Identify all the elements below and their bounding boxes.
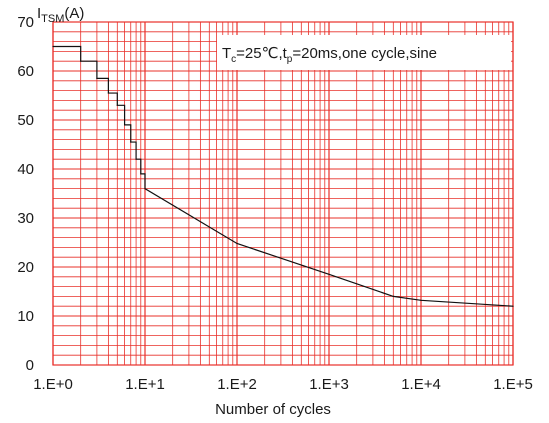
data-point	[140, 173, 142, 175]
annotation-box	[217, 35, 511, 70]
data-point	[512, 305, 514, 307]
y-tick-label: 10	[17, 308, 34, 325]
data-point	[52, 45, 54, 48]
y-tick-label: 40	[17, 161, 34, 178]
y-tick-label: 30	[17, 210, 34, 227]
x-axis-label: Number of cycles	[215, 401, 331, 418]
data-point	[328, 273, 330, 275]
annotation-T-sub: c	[231, 54, 236, 65]
data-point	[107, 92, 109, 94]
y-axis-label-sub: TSM	[41, 13, 64, 25]
data-point	[135, 158, 137, 160]
annotation-rest: =20ms,one cycle,sine	[292, 45, 437, 62]
y-tick-label: 50	[17, 112, 34, 129]
x-tick-label: 1.E+1	[125, 376, 165, 393]
data-point	[420, 299, 422, 301]
x-tick-label: 1.E+4	[401, 376, 441, 393]
annotation-t-sub: p	[287, 54, 293, 65]
y-axis-label: ITSM(A)	[37, 5, 84, 25]
x-tick-label: 1.E+3	[309, 376, 349, 393]
y-tick-label: 0	[26, 357, 34, 374]
y-axis-label-unit: (A)	[64, 5, 84, 22]
annotation-T: T	[222, 45, 231, 62]
y-tick-label: 20	[17, 259, 34, 276]
x-tick-label: 1.E+5	[493, 376, 533, 393]
x-tick-label: 1.E+0	[33, 376, 73, 393]
y-tick-labels: 0 10 20 30 40 50 60 70	[17, 14, 34, 374]
x-tick-labels: 1.E+0 1.E+1 1.E+2 1.E+3 1.E+4 1.E+5	[33, 376, 533, 393]
data-point	[80, 60, 82, 62]
data-point	[130, 141, 132, 143]
y-tick-label: 60	[17, 63, 34, 80]
x-tick-label: 1.E+2	[217, 376, 257, 393]
data-point	[392, 295, 394, 297]
data-point	[236, 242, 238, 245]
annotation-text: Tc=25℃,tp=20ms,one cycle,sine	[222, 45, 437, 65]
chart-grid	[52, 21, 514, 366]
plot-frame	[52, 21, 514, 366]
y-axis-label-main: I	[37, 5, 41, 22]
data-point	[96, 77, 98, 79]
y-tick-label: 70	[17, 14, 34, 31]
annotation-mid: =25℃,t	[236, 45, 287, 62]
data-point	[116, 104, 118, 106]
series-line	[53, 45, 514, 307]
series-group	[52, 45, 514, 307]
data-point	[123, 124, 126, 126]
plot-border	[52, 21, 514, 366]
data-point	[144, 188, 146, 190]
